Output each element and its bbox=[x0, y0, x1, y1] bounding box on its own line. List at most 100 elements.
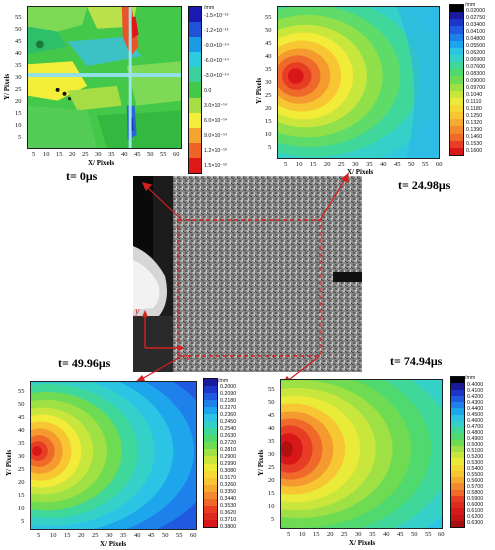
x-axis-title: X/ Pixels bbox=[88, 159, 115, 167]
colorbar-label: 0.6000 bbox=[467, 502, 484, 508]
y-tick: 25 bbox=[15, 86, 22, 93]
x-tick: 5 bbox=[287, 531, 291, 538]
x-tick: 25 bbox=[92, 532, 99, 539]
y-axis-title: Y/ Pixels bbox=[3, 73, 11, 100]
colorbar-label: 0.04800 bbox=[466, 36, 486, 42]
colorbar-t1 bbox=[449, 4, 464, 156]
colorbar-label: 0.02000 bbox=[466, 8, 486, 14]
y-tick: 45 bbox=[18, 414, 25, 421]
colorbar-label: 0.5700 bbox=[467, 484, 484, 490]
colorbar-label: 0.3530 bbox=[220, 503, 237, 509]
colorbar-label: 0.09700 bbox=[466, 85, 486, 91]
y-tick: 55 bbox=[18, 388, 25, 395]
y-tick: 45 bbox=[268, 412, 275, 419]
colorbar-label: 0.1390 bbox=[466, 127, 483, 133]
contour-plot-t3 bbox=[280, 379, 443, 529]
x-tick: 40 bbox=[380, 161, 387, 168]
y-tick: 50 bbox=[265, 27, 272, 34]
colorbar-label: 0.4600 bbox=[467, 418, 484, 424]
y-tick: 40 bbox=[18, 427, 25, 434]
colorbar-label: 0.4000 bbox=[467, 382, 484, 388]
contour-image-t0 bbox=[28, 7, 181, 148]
y-tick: 10 bbox=[268, 503, 275, 510]
colorbar-label: 0.1250 bbox=[466, 113, 483, 119]
colorbar-label: 0.5600 bbox=[467, 478, 484, 484]
colorbar-label: 0.6100 bbox=[467, 508, 484, 514]
colorbar-label: 0.5800 bbox=[467, 490, 484, 496]
colorbar-label: 0.4200 bbox=[467, 394, 484, 400]
y-axis-title: Y/ Pixels bbox=[257, 449, 265, 476]
colorbar-label: 0.2540 bbox=[220, 426, 237, 432]
colorbar-unit: /mm bbox=[465, 375, 476, 381]
y-tick: 55 bbox=[268, 386, 275, 393]
colorbar-label: -6.0×10⁻¹⁴ bbox=[204, 58, 229, 64]
colorbar-label: 0.08300 bbox=[466, 71, 486, 77]
contour-plot-t2 bbox=[30, 381, 197, 530]
x-tick: 60 bbox=[438, 531, 445, 538]
colorbar-label: 0.2630 bbox=[220, 433, 237, 439]
colorbar-label: 0.3620 bbox=[220, 510, 237, 516]
x-axis-title: X/ Pixels bbox=[100, 540, 127, 548]
y-tick: 45 bbox=[265, 40, 272, 47]
y-tick: 5 bbox=[21, 518, 25, 525]
colorbar-label: 0.2090 bbox=[220, 391, 237, 397]
y-tick: 25 bbox=[18, 466, 25, 473]
colorbar-label: 1.2×10⁻¹³ bbox=[204, 148, 227, 154]
y-tick: 20 bbox=[265, 105, 272, 112]
colorbar-unit: /mm bbox=[218, 378, 229, 384]
y-tick: 30 bbox=[268, 451, 275, 458]
colorbar-label: 0.3440 bbox=[220, 496, 237, 502]
colorbar-label: 0.4100 bbox=[467, 388, 484, 394]
colorbar-t3 bbox=[450, 376, 465, 528]
contour-plot-t1 bbox=[277, 6, 440, 159]
time-label: t= 49.96μs bbox=[58, 356, 111, 370]
colorbar-label: 0.5200 bbox=[467, 454, 484, 460]
y-tick: 20 bbox=[15, 98, 22, 105]
x-tick: 45 bbox=[148, 532, 155, 539]
x-tick: 55 bbox=[176, 532, 183, 539]
y-tick: 15 bbox=[265, 118, 272, 125]
x-tick: 50 bbox=[147, 151, 154, 158]
colorbar-label: 0.07600 bbox=[466, 64, 486, 70]
colorbar-t2 bbox=[203, 378, 218, 528]
x-tick: 55 bbox=[422, 161, 429, 168]
colorbar-label: -9.0×10⁻¹⁴ bbox=[204, 43, 229, 49]
colorbar-label: 0.2450 bbox=[220, 419, 237, 425]
y-tick: 35 bbox=[15, 62, 22, 69]
x-tick: 40 bbox=[383, 531, 390, 538]
x-tick: 10 bbox=[43, 151, 50, 158]
x-tick: 50 bbox=[408, 161, 415, 168]
colorbar-label: 0.0 bbox=[204, 88, 212, 94]
colorbar-label: 0.3710 bbox=[220, 517, 237, 523]
colorbar-label: 9.0×10⁻¹⁴ bbox=[204, 133, 228, 139]
colorbar-label: 0.09000 bbox=[466, 78, 486, 84]
colorbar-label: 0.6200 bbox=[467, 514, 484, 520]
x-tick: 30 bbox=[95, 151, 102, 158]
colorbar-label: 0.4400 bbox=[467, 406, 484, 412]
y-axis-title: Y/ Pixels bbox=[255, 77, 263, 104]
y-tick: 20 bbox=[268, 477, 275, 484]
colorbar-label: 0.2000 bbox=[220, 384, 237, 390]
y-axis-title: Y/ Pixels bbox=[5, 449, 13, 476]
colorbar-label: 0.1180 bbox=[466, 106, 482, 112]
y-tick: 50 bbox=[18, 401, 25, 408]
colorbar-label: 0.4300 bbox=[467, 400, 484, 406]
colorbar-label: 0.4800 bbox=[467, 430, 484, 436]
colorbar-label: 0.2720 bbox=[220, 440, 237, 446]
x-tick: 5 bbox=[37, 532, 41, 539]
colorbar-label: 0.2180 bbox=[220, 398, 237, 404]
colorbar-unit: /mm bbox=[465, 2, 476, 8]
colorbar-label: 3.0×10⁻¹⁴ bbox=[204, 103, 228, 109]
x-tick: 20 bbox=[324, 161, 331, 168]
colorbar-label: 0.5500 bbox=[467, 472, 484, 478]
x-axis-title: X/ Pixels bbox=[347, 168, 374, 176]
x-tick: 60 bbox=[190, 532, 197, 539]
colorbar-label: 0.3350 bbox=[220, 489, 237, 495]
y-tick: 5 bbox=[268, 144, 272, 151]
x-tick: 45 bbox=[394, 161, 401, 168]
y-tick: 55 bbox=[15, 14, 22, 21]
colorbar-label: 0.05500 bbox=[466, 43, 486, 49]
y-tick: 25 bbox=[268, 464, 275, 471]
x-tick: 5 bbox=[284, 161, 288, 168]
colorbar-label: 0.5000 bbox=[467, 442, 484, 448]
